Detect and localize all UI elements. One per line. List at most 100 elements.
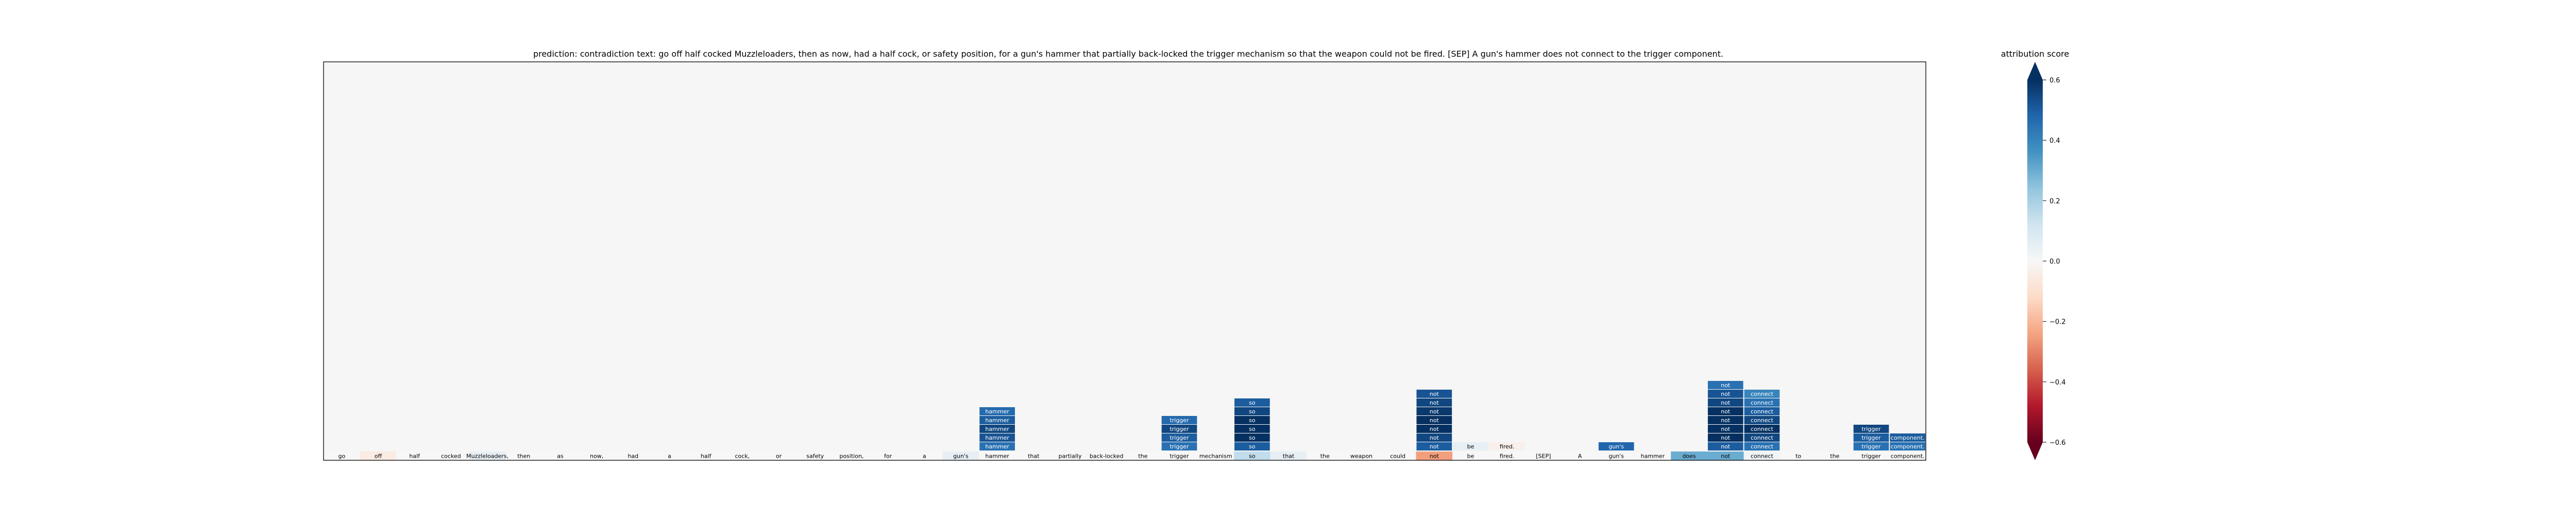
token-cell	[833, 452, 870, 460]
token-label: go	[338, 453, 345, 460]
token-cell	[469, 452, 506, 460]
stack-label: not	[1721, 426, 1731, 432]
token-cell	[578, 452, 615, 460]
token-cell	[1343, 452, 1380, 460]
token-label: not	[1430, 453, 1439, 460]
stack-label: not	[1430, 435, 1439, 441]
token-cell	[1889, 452, 1926, 460]
stack-cell	[1707, 442, 1743, 450]
stack-cell	[1744, 390, 1780, 398]
token-label: trigger	[1170, 453, 1189, 460]
stack-label: not	[1721, 391, 1731, 397]
plot-frame	[323, 61, 1926, 461]
stack-cell	[1416, 416, 1452, 424]
token-cell	[1488, 452, 1526, 460]
stack-label: trigger	[1170, 435, 1189, 441]
stack-cell	[979, 433, 1015, 442]
stack-label: gun's	[1608, 443, 1624, 450]
stack-cell	[1416, 407, 1452, 415]
token-label: half	[409, 453, 420, 460]
stack-cell	[979, 416, 1015, 424]
token-cell	[542, 452, 579, 460]
token-cell	[1598, 452, 1635, 460]
token-label: trigger	[1861, 453, 1881, 460]
stack-label: so	[1249, 426, 1256, 432]
colorbar-ticks: 0.6 0.4 0.2 0.0 −0.2 −0.4 −0.6	[2043, 77, 2066, 447]
token-cell	[433, 452, 469, 460]
stack-label: trigger	[1861, 426, 1881, 432]
token-label: hammer	[985, 453, 1009, 460]
token-label: mechanism	[1199, 453, 1232, 460]
stack-cell	[1234, 407, 1270, 415]
chart-title: prediction: contradiction text: go off h…	[533, 49, 1723, 59]
token-cell	[1161, 452, 1198, 460]
token-label: had	[628, 453, 638, 460]
token-cell	[724, 452, 761, 460]
token-label: A	[1578, 453, 1582, 460]
stack-cell	[1744, 398, 1780, 407]
token-cell	[1816, 452, 1853, 460]
stack-label: so	[1249, 408, 1256, 415]
stack-cell	[1853, 442, 1889, 450]
stack-label: component.	[1891, 443, 1925, 450]
token-cell	[360, 452, 397, 460]
stack-label: connect	[1751, 426, 1774, 432]
token-cell	[1197, 452, 1234, 460]
stack-label: not	[1430, 443, 1439, 450]
stack-label: not	[1721, 408, 1731, 415]
token-label: a	[923, 453, 926, 460]
token-cell	[505, 452, 543, 460]
colorbar	[2027, 80, 2043, 442]
token-label: component.	[1891, 453, 1925, 460]
colorbar-tick-label: −0.6	[2049, 439, 2066, 447]
token-cell	[1743, 452, 1781, 460]
stack-label: not	[1430, 417, 1439, 424]
colorbar-tick-label: 0.4	[2049, 137, 2060, 145]
token-label: as	[557, 453, 564, 460]
stack-cell	[1234, 416, 1270, 424]
token-cell	[1125, 452, 1161, 460]
token-label: not	[1721, 453, 1731, 460]
colorbar-top-extend	[2027, 62, 2043, 80]
stack-label: not	[1430, 408, 1439, 415]
stack-label: connect	[1751, 435, 1774, 441]
stack-label: be	[1467, 443, 1475, 450]
stack-cell	[1234, 398, 1270, 407]
token-cell	[1707, 452, 1744, 460]
token-label: the	[1320, 453, 1330, 460]
stack-label: hammer	[985, 417, 1009, 424]
token-label: that	[1028, 453, 1040, 460]
token-label: Muzzleloaders,	[466, 453, 509, 460]
token-cell	[1088, 452, 1125, 460]
stack-cell	[1234, 433, 1270, 442]
stack-cell	[1744, 416, 1780, 424]
colorbar-tick-label: 0.6	[2049, 77, 2060, 85]
stack-cell	[1707, 407, 1743, 415]
token-label: be	[1467, 453, 1475, 460]
token-label: safety	[806, 453, 824, 460]
stack-label: trigger	[1170, 417, 1189, 424]
stack-cell	[1234, 425, 1270, 433]
stack-label: connect	[1751, 399, 1774, 406]
stack-label: trigger	[1861, 443, 1881, 450]
stack-cell	[1707, 398, 1743, 407]
stack-label: not	[1430, 426, 1439, 432]
stack-label: component.	[1891, 435, 1925, 441]
token-label: or	[776, 453, 782, 460]
token-cell	[1052, 452, 1089, 460]
stack-cell	[1744, 433, 1780, 442]
stack-label: not	[1721, 382, 1731, 389]
stack-cell	[1416, 442, 1452, 450]
heatmap-cells	[324, 381, 1926, 460]
token-cell	[396, 452, 433, 460]
stack-label: hammer	[985, 435, 1009, 441]
token-label: gun's	[1608, 453, 1624, 460]
token-cell	[942, 452, 979, 460]
stack-cell	[1707, 416, 1743, 424]
stack-cell	[1598, 442, 1634, 450]
stack-label: connect	[1751, 391, 1774, 397]
colorbar-bottom-extend	[2027, 442, 2043, 460]
stack-cell	[1161, 425, 1197, 433]
token-label: the	[1830, 453, 1839, 460]
token-label: cock,	[735, 453, 750, 460]
